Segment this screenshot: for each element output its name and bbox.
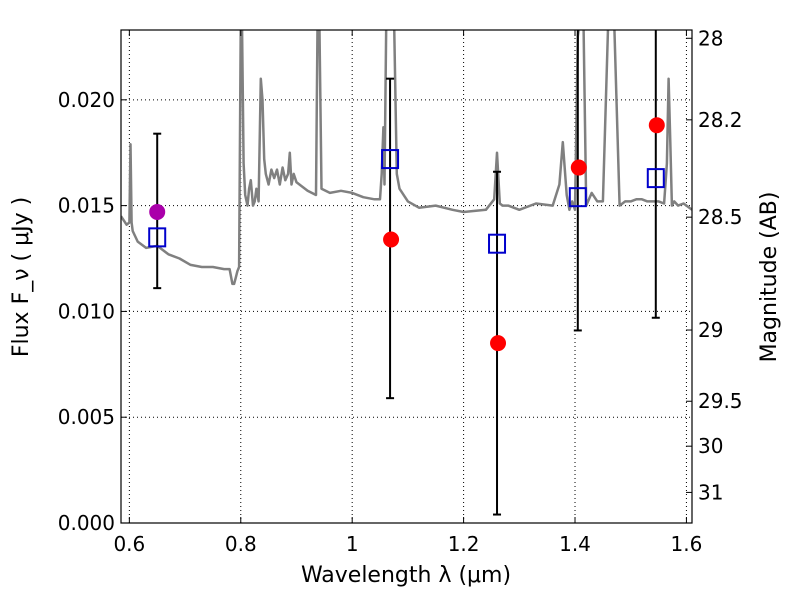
model-spectrum bbox=[121, 30, 692, 286]
x-tick-label: 1 bbox=[346, 532, 359, 556]
right-tick-label: 31 bbox=[698, 480, 723, 504]
tick-labels: 0.6 0.8 1 1.2 1.4 1.6 0.000 0.005 0.010 0.015 0.02… bbox=[58, 26, 743, 556]
x-axis-label: Wavelength λ (μm) bbox=[301, 563, 511, 588]
x-tick-label: 0.8 bbox=[225, 532, 257, 556]
x-tick-label: 1.6 bbox=[671, 532, 703, 556]
data-points bbox=[148, 117, 665, 352]
y-tick-label: 0.015 bbox=[58, 194, 115, 218]
synthetic-point bbox=[488, 233, 507, 254]
x-tick-label: 0.6 bbox=[113, 532, 145, 556]
right-axis-label: Magnitude (AB) bbox=[757, 192, 782, 363]
synthetic-point bbox=[381, 149, 400, 170]
observed-point bbox=[149, 203, 166, 220]
x-tick-label: 1.2 bbox=[448, 532, 480, 556]
x-tick-label: 1.4 bbox=[559, 532, 591, 556]
synthetic-point bbox=[148, 227, 167, 248]
synthetic-point bbox=[646, 168, 665, 189]
right-tick-label: 29.5 bbox=[698, 389, 743, 413]
right-tick-label: 30 bbox=[698, 434, 723, 458]
right-tick-label: 28.2 bbox=[698, 108, 743, 132]
observed-point bbox=[490, 335, 507, 352]
observed-point bbox=[570, 159, 587, 176]
right-tick-label: 29 bbox=[698, 318, 723, 342]
right-tick-label: 28.5 bbox=[698, 205, 743, 229]
ticks bbox=[121, 30, 692, 524]
y-axis-label: Flux F_ν ( μJy ) bbox=[9, 197, 34, 357]
plot-frame bbox=[120, 29, 693, 524]
right-tick-label: 28 bbox=[698, 26, 723, 50]
model-spectrum-line bbox=[121, 30, 692, 286]
y-tick-label: 0.020 bbox=[58, 88, 115, 112]
y-tick-label: 0.010 bbox=[58, 299, 115, 323]
synthetic-point bbox=[568, 187, 587, 208]
y-tick-label: 0.000 bbox=[58, 511, 115, 535]
y-tick-label: 0.005 bbox=[58, 405, 115, 429]
observed-point bbox=[383, 231, 400, 248]
observed-point bbox=[648, 117, 665, 134]
